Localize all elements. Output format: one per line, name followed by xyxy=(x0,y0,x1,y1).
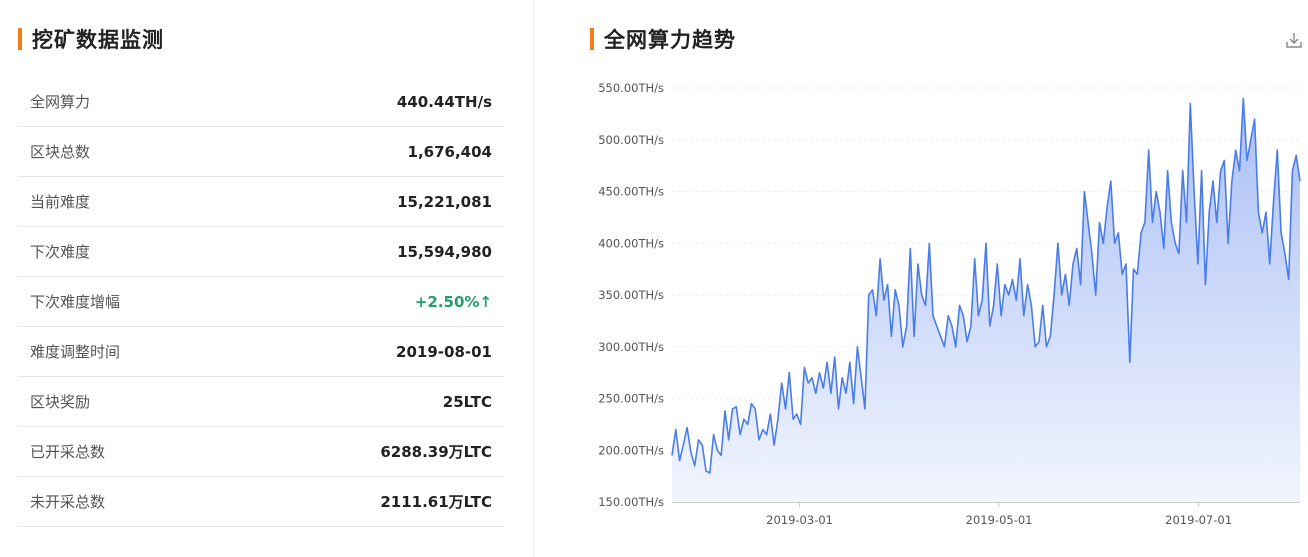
stat-row: 下次难度 15,594,980 xyxy=(18,227,504,277)
stat-value: 15,594,980 xyxy=(397,242,492,261)
y-tick-label: 250.00TH/s xyxy=(598,392,664,406)
y-tick-label: 400.00TH/s xyxy=(598,236,664,250)
stat-value: 25LTC xyxy=(442,392,492,411)
stat-label: 区块总数 xyxy=(30,143,91,161)
hashrate-area xyxy=(672,98,1300,503)
stat-label: 区块奖励 xyxy=(30,393,91,411)
hashrate-trend-title: 全网算力趋势 xyxy=(604,28,736,52)
title-accent-bar xyxy=(18,28,22,50)
stat-label: 已开采总数 xyxy=(30,443,106,461)
stat-value: 2111.61万LTC xyxy=(380,493,492,511)
title-accent-bar xyxy=(590,28,594,50)
stat-label: 当前难度 xyxy=(30,193,91,211)
stat-row: 已开采总数 6288.39万LTC xyxy=(18,427,504,477)
stat-row: 难度调整时间 2019-08-01 xyxy=(18,327,504,377)
mining-monitor-title: 挖矿数据监测 xyxy=(32,28,164,52)
stat-value: 6288.39万LTC xyxy=(380,443,492,461)
stat-value: 2019-08-01 xyxy=(396,342,492,361)
stat-label: 未开采总数 xyxy=(30,493,106,511)
x-tick-label: 2019-03-01 xyxy=(766,513,833,527)
stat-row: 当前难度 15,221,081 xyxy=(18,177,504,227)
stats-list: 全网算力 440.44TH/s 区块总数 1,676,404 当前难度 15,221,08… xyxy=(18,77,504,527)
mining-monitor-panel: 挖矿数据监测 全网算力 440.44TH/s 区块总数 1,676,404 当前难度 15… xyxy=(0,0,520,557)
x-tick-label: 2019-07-01 xyxy=(1165,513,1232,527)
y-tick-label: 450.00TH/s xyxy=(598,185,664,199)
stat-label: 难度调整时间 xyxy=(30,343,121,361)
stat-row: 未开采总数 2111.61万LTC xyxy=(18,477,504,527)
y-tick-label: 350.00TH/s xyxy=(598,288,664,302)
stat-value: 15,221,081 xyxy=(397,192,492,211)
y-tick-label: 150.00TH/s xyxy=(598,495,664,509)
download-icon[interactable] xyxy=(1284,30,1304,50)
hashrate-chart: 550.00TH/s 500.00TH/s 450.00TH/s 400.00TH/s… xyxy=(598,81,1301,527)
hashrate-line xyxy=(671,97,1301,474)
stat-label: 下次难度 xyxy=(30,243,91,261)
y-tick-label: 200.00TH/s xyxy=(598,443,664,457)
x-tick-label: 2019-05-01 xyxy=(966,513,1033,527)
stat-value: 1,676,404 xyxy=(407,142,492,161)
stat-value: 440.44TH/s xyxy=(396,92,492,111)
mining-monitor-header: 挖矿数据监测 xyxy=(18,26,164,52)
stat-label: 下次难度增幅 xyxy=(30,293,121,311)
stat-row: 全网算力 440.44TH/s xyxy=(18,77,504,127)
hashrate-trend-panel: 全网算力趋势 550.00TH/s 500.00TH/s 450.00TH/s 400… xyxy=(560,0,1308,557)
stat-row: 区块总数 1,676,404 xyxy=(18,127,504,177)
panel-divider xyxy=(533,0,534,557)
hashrate-trend-header: 全网算力趋势 xyxy=(590,26,736,52)
stat-row: 下次难度增幅 +2.50%↑ xyxy=(18,277,504,327)
y-tick-label: 300.00TH/s xyxy=(598,340,664,354)
y-tick-label: 500.00TH/s xyxy=(598,133,664,147)
y-tick-label: 550.00TH/s xyxy=(598,81,664,95)
stat-row: 区块奖励 25LTC xyxy=(18,377,504,427)
stat-value: +2.50%↑ xyxy=(414,292,492,311)
stat-label: 全网算力 xyxy=(30,93,91,111)
